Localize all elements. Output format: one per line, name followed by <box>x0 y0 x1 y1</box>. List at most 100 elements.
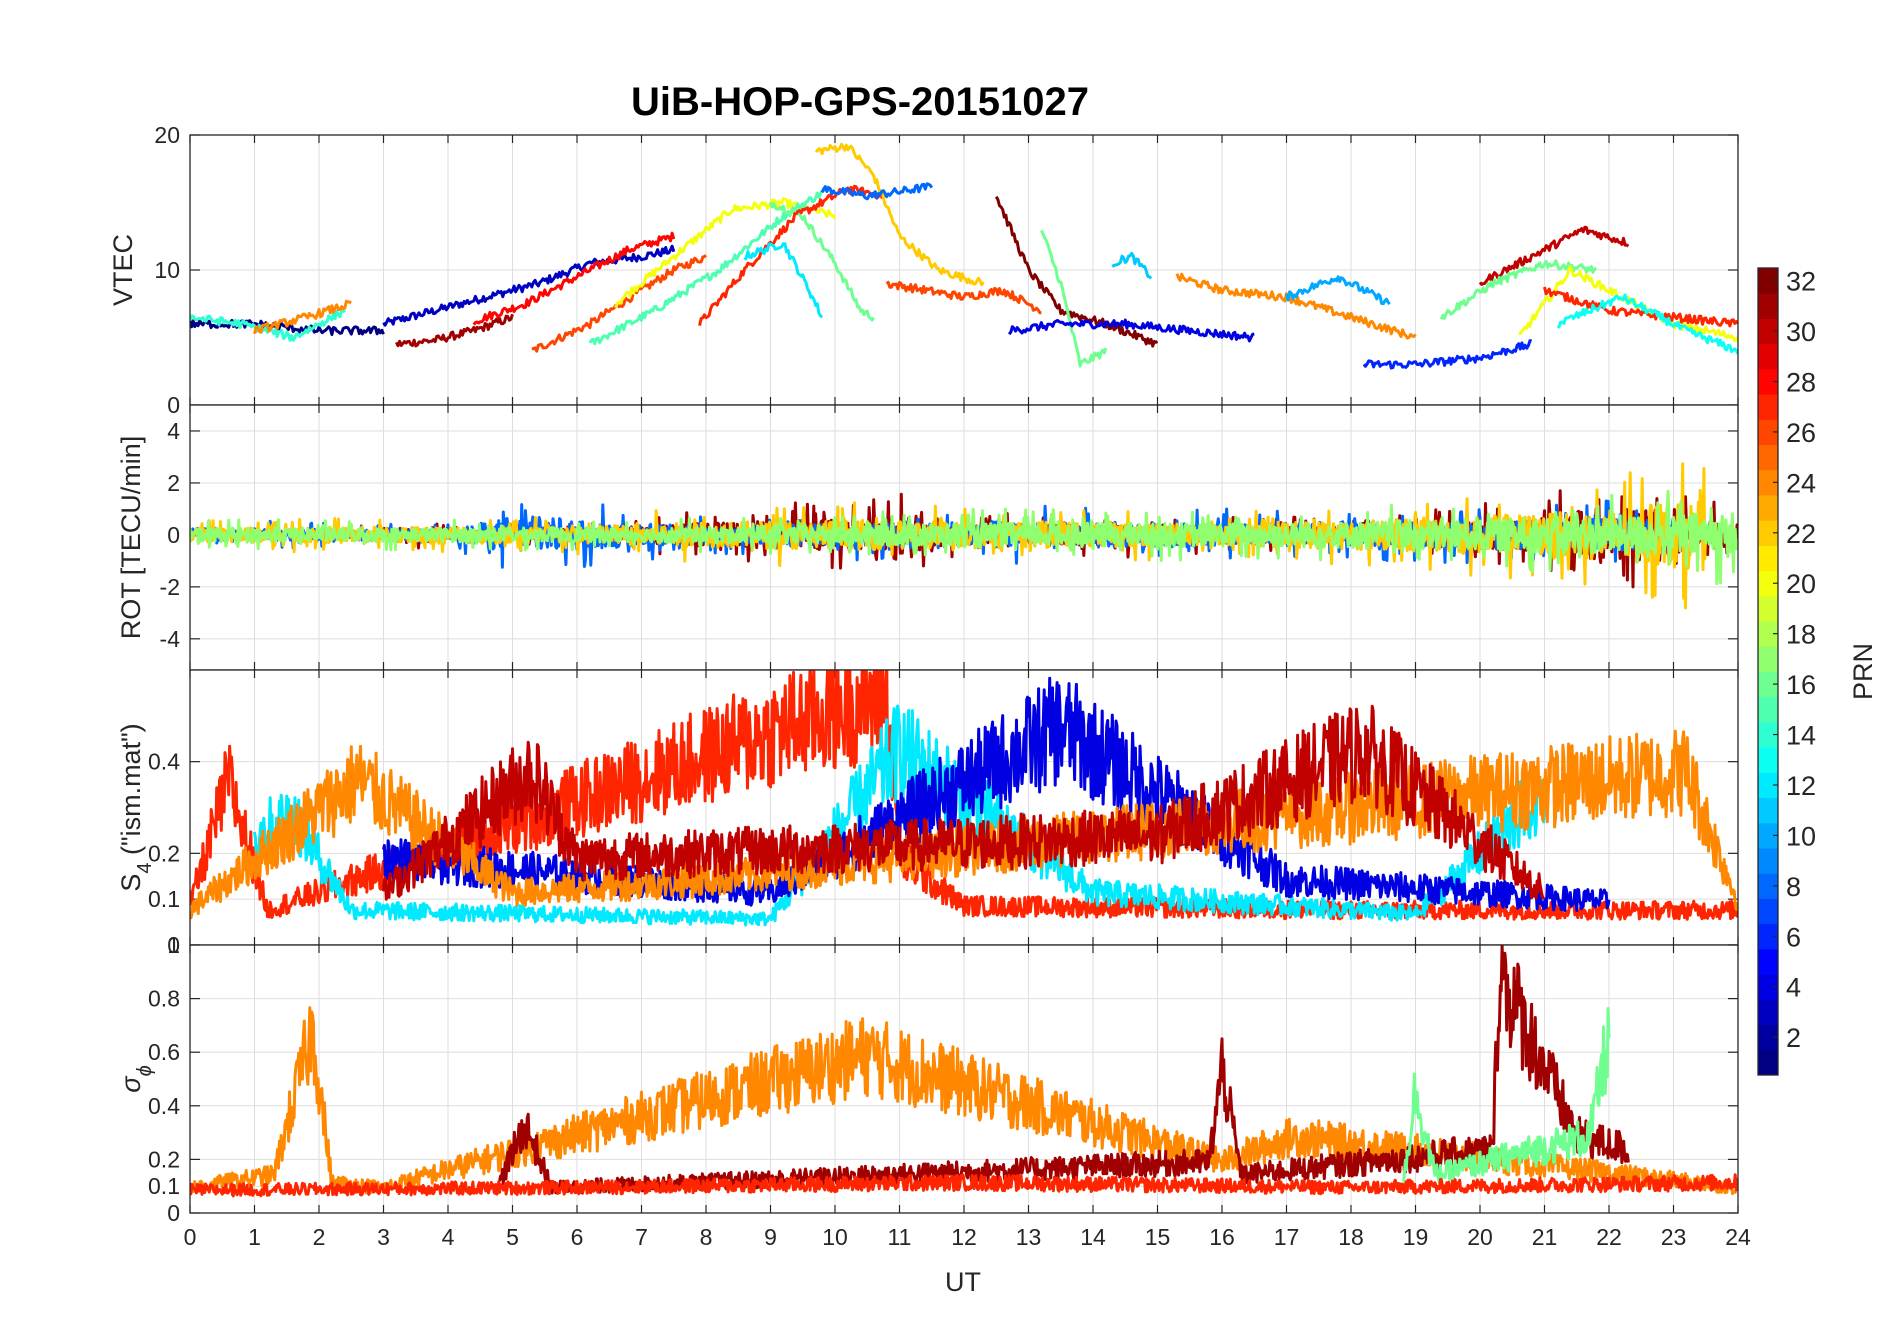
x-tick-label: 5 <box>506 1224 519 1250</box>
series-line-prn-27 <box>190 1173 1738 1198</box>
colorbar-tick-label: 30 <box>1786 317 1816 347</box>
colorbar-swatch <box>1758 923 1778 950</box>
y-tick-label: 2 <box>167 470 180 496</box>
colorbar-swatch <box>1758 621 1778 647</box>
series-line-prn-26 <box>531 254 707 353</box>
series-group <box>190 945 1738 1198</box>
colorbar-swatch <box>1758 797 1778 824</box>
panel-2: -4 -2 0 2 4 ROT [TECU/min] <box>116 404 1739 671</box>
colorbar-swatch <box>1758 293 1778 319</box>
x-tick-label: 16 <box>1209 1224 1235 1250</box>
colorbar-swatch <box>1758 545 1778 572</box>
series-line-prn-10 <box>1285 275 1391 306</box>
y-tick-label: 0.6 <box>148 1039 180 1065</box>
series-line-prn-16 <box>1402 1007 1611 1187</box>
panel-3: 0 0.1 0.2 0.4S4 ("ism.mat") <box>116 669 1739 958</box>
y-tick-label: 20 <box>154 122 180 148</box>
series-line-prn-16 <box>1040 229 1108 368</box>
series-line-prn-26 <box>885 280 1042 315</box>
y-tick-label: -2 <box>160 574 180 600</box>
y-tick-label: 0.2 <box>148 1146 180 1172</box>
colorbar-tick-label: 16 <box>1786 670 1816 700</box>
colorbar-swatch <box>1758 974 1778 1000</box>
x-tick-label: 21 <box>1532 1224 1558 1250</box>
series-line-prn-4 <box>1007 318 1255 343</box>
colorbar-tick-label: 28 <box>1786 367 1816 397</box>
series-line-prn-17 <box>190 489 1738 586</box>
series-line-prn-20 <box>1518 265 1738 343</box>
y-tick-label: 0.1 <box>148 886 180 912</box>
x-tick-label: 23 <box>1661 1224 1687 1250</box>
series-group <box>190 462 1738 610</box>
colorbar-tick-label: 10 <box>1786 821 1816 851</box>
x-tick-label: 19 <box>1403 1224 1429 1250</box>
series-group <box>190 142 1738 370</box>
series-line-prn-24 <box>1175 272 1417 340</box>
series-line-prn-12 <box>743 242 824 319</box>
chart-title: UiB-HOP-GPS-20151027 <box>631 80 1089 124</box>
x-tick-label: 4 <box>442 1224 455 1250</box>
series-line-prn-12 <box>253 704 1546 927</box>
y-tick-label: 0.8 <box>148 986 180 1012</box>
y-axis-label: VTEC <box>108 234 138 306</box>
colorbar-swatch <box>1758 646 1778 672</box>
series-line-prn-30 <box>382 704 1546 901</box>
panel-frame <box>189 944 1739 1214</box>
colorbar-swatch <box>1758 873 1778 899</box>
series-line-prn-32 <box>994 195 1159 348</box>
series-group <box>190 670 1738 927</box>
colorbar-tick-label: 2 <box>1786 1023 1801 1053</box>
colorbar-swatch <box>1758 394 1778 420</box>
colorbar-swatch <box>1758 999 1778 1026</box>
colorbar-swatch <box>1758 747 1778 773</box>
colorbar-tick-label: 26 <box>1786 418 1816 448</box>
x-tick-label: 20 <box>1467 1224 1493 1250</box>
x-tick-label: 15 <box>1145 1224 1171 1250</box>
x-tick-label: 8 <box>700 1224 713 1250</box>
colorbar-label: PRN <box>1848 643 1878 700</box>
y-tick-label: -4 <box>160 626 181 652</box>
colorbar-swatch <box>1758 494 1778 521</box>
x-tick-label: 24 <box>1725 1224 1751 1250</box>
colorbar-tick-label: 4 <box>1786 973 1801 1003</box>
x-tick-label: 6 <box>571 1224 584 1250</box>
colorbar-swatch <box>1758 268 1778 294</box>
colorbar-swatch <box>1758 419 1778 446</box>
x-tick-label: 7 <box>635 1224 648 1250</box>
x-tick-label: 13 <box>1016 1224 1042 1250</box>
colorbar-swatch <box>1758 570 1778 597</box>
series-line-prn-8 <box>820 182 934 201</box>
series-line-prn-30 <box>1478 225 1630 286</box>
x-tick-label: 10 <box>822 1224 848 1250</box>
series-line-prn-27 <box>698 184 888 326</box>
y-tick-label: 0 <box>167 932 180 958</box>
x-axis: 0 1 2 3 4 5 6 7 8 9 10 11 12 13 14 15 16 17 18 19 20 21 22 23 24 <box>184 1224 1751 1250</box>
x-tick-label: 9 <box>764 1224 777 1250</box>
colorbar-swatch <box>1758 671 1778 698</box>
series-line-prn-28 <box>472 231 676 326</box>
series-line-prn-22 <box>814 142 985 287</box>
x-tick-label: 17 <box>1274 1224 1300 1250</box>
x-axis-label: UT <box>945 1267 981 1297</box>
x-tick-label: 1 <box>248 1224 261 1250</box>
x-tick-label: 22 <box>1596 1224 1622 1250</box>
colorbar-swatch <box>1758 469 1778 496</box>
y-tick-label: 0.2 <box>148 840 180 866</box>
colorbar-tick-label: 14 <box>1786 721 1816 751</box>
colorbar-swatch <box>1758 696 1778 723</box>
colorbar-tick-label: 18 <box>1786 620 1816 650</box>
colorbar-swatch <box>1758 848 1778 874</box>
series-line-prn-14 <box>190 308 346 342</box>
colorbar-swatch <box>1758 948 1778 975</box>
colorbar-tick-label: 20 <box>1786 569 1816 599</box>
series-line-prn-27 <box>1543 286 1738 328</box>
y-axis-label: S4 ("ism.mat") <box>116 723 156 891</box>
colorbar-swatch <box>1758 1024 1778 1051</box>
x-tick-label: 2 <box>313 1224 326 1250</box>
x-tick-label: 18 <box>1338 1224 1364 1250</box>
x-tick-label: 14 <box>1080 1224 1106 1250</box>
colorbar-swatch <box>1758 343 1778 370</box>
